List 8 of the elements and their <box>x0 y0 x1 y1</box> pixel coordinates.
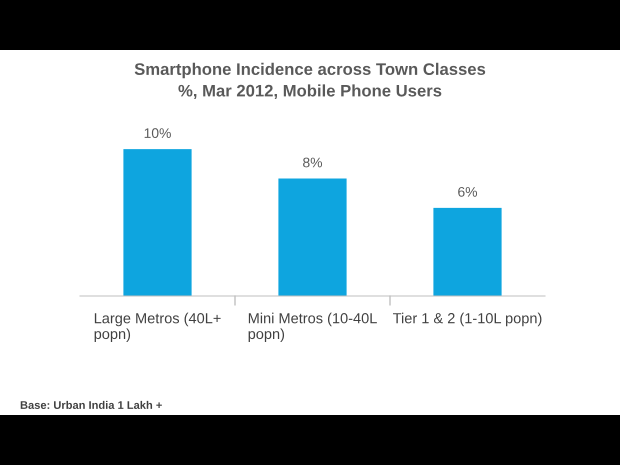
chart-title: Smartphone Incidence across Town Classes %, Mar 2012, Mobile Phone Users <box>134 62 486 100</box>
x-tick-label: Large Metros (40L+ popn) <box>94 312 221 342</box>
x-tick-label: Tier 1 & 2 (1-10L popn) <box>392 312 542 326</box>
text: Base: Urban India 1 Lakh + <box>20 400 162 409</box>
data-label: 10% <box>144 128 171 138</box>
data-label: 6% <box>458 186 478 197</box>
x-tick-label: Mini Metros (10-40L popn) <box>248 312 377 342</box>
data-label: 8% <box>303 158 322 168</box>
